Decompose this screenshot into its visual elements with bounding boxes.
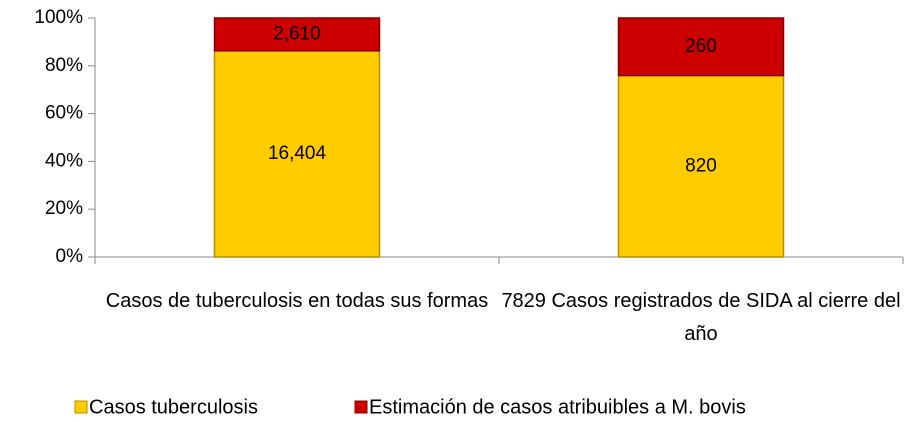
- x-tick-label: 7829 Casos registrados de SIDA al cierre…: [501, 290, 901, 345]
- y-tick-label: 20%: [45, 198, 83, 219]
- legend-label: Casos tuberculosis: [89, 396, 258, 418]
- y-tick-label: 0%: [56, 246, 84, 267]
- bar-segment: [617, 74, 785, 258]
- bar-segment: [617, 17, 785, 77]
- bar-segment: [213, 50, 381, 258]
- legend-marker: [74, 400, 88, 414]
- data-label: 16,404: [268, 143, 327, 164]
- y-tick-label: 100%: [34, 7, 83, 28]
- data-label: 820: [685, 155, 717, 176]
- y-tick-label: 40%: [45, 150, 83, 171]
- data-label: 260: [685, 36, 717, 57]
- y-tick-label: 60%: [45, 103, 83, 124]
- legend-marker: [354, 400, 368, 414]
- x-tick-label: Casos de tuberculosis en todas sus forma…: [105, 290, 489, 312]
- bar-segment: [213, 17, 381, 52]
- y-tick-label: 80%: [45, 55, 83, 76]
- legend-label: Estimación de casos atribuibles a M. bov…: [369, 396, 746, 418]
- data-label: 2,610: [273, 23, 321, 44]
